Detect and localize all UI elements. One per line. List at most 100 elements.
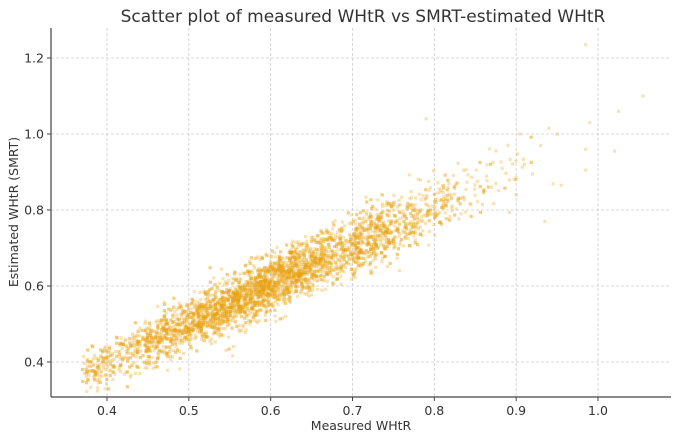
scatter-point xyxy=(378,212,382,216)
scatter-point xyxy=(267,296,271,300)
scatter-point xyxy=(321,268,325,272)
scatter-point xyxy=(309,240,313,244)
scatter-point xyxy=(265,276,269,280)
scatter-point xyxy=(143,343,147,347)
scatter-point xyxy=(216,311,220,315)
scatter-point xyxy=(289,250,293,255)
scatter-point xyxy=(320,247,324,251)
scatter-point xyxy=(349,235,353,239)
scatter-point xyxy=(281,283,286,288)
scatter-point xyxy=(379,211,383,215)
scatter-point xyxy=(220,305,224,309)
scatter-point xyxy=(145,336,149,340)
scatter-point xyxy=(319,256,323,260)
scatter-point xyxy=(245,291,249,295)
scatter-point xyxy=(220,321,224,325)
scatter-point xyxy=(319,278,323,282)
scatter-point xyxy=(258,284,262,288)
scatter-point xyxy=(193,323,197,327)
scatter-point xyxy=(278,317,282,321)
scatter-point xyxy=(175,317,179,321)
scatter-point xyxy=(240,307,244,312)
scatter-point xyxy=(259,302,264,306)
scatter-point xyxy=(316,241,320,245)
scatter-point xyxy=(255,281,259,286)
scatter-point xyxy=(301,248,305,252)
scatter-point xyxy=(225,288,229,292)
scatter-point xyxy=(286,286,290,290)
scatter-point xyxy=(304,265,308,269)
scatter-point xyxy=(173,342,177,346)
scatter-point xyxy=(188,332,192,336)
scatter-point xyxy=(455,181,459,185)
scatter-point xyxy=(180,339,184,343)
scatter-point xyxy=(206,320,210,324)
scatter-point xyxy=(446,199,450,203)
scatter-point xyxy=(233,286,237,290)
scatter-point xyxy=(166,332,170,336)
scatter-point xyxy=(333,261,338,265)
scatter-point xyxy=(149,340,153,344)
scatter-point xyxy=(281,273,285,277)
scatter-point xyxy=(145,346,149,350)
scatter-point xyxy=(115,336,119,340)
scatter-point xyxy=(386,213,390,217)
scatter-point xyxy=(205,310,209,314)
scatter-point xyxy=(186,311,190,315)
scatter-point xyxy=(219,322,223,326)
x-tick-label: 1.0 xyxy=(588,403,608,418)
scatter-point xyxy=(112,363,116,368)
scatter-point xyxy=(381,220,385,224)
scatter-point xyxy=(285,285,289,289)
scatter-point xyxy=(178,304,182,308)
scatter-point xyxy=(213,302,217,307)
scatter-point xyxy=(264,283,268,287)
scatter-point xyxy=(331,238,335,242)
scatter-point xyxy=(313,258,317,262)
scatter-point xyxy=(212,314,216,318)
scatter-point xyxy=(242,296,246,300)
scatter-point xyxy=(237,305,241,309)
scatter-point xyxy=(369,223,373,227)
scatter-point xyxy=(387,228,391,232)
scatter-point xyxy=(282,292,286,296)
scatter-point xyxy=(144,362,148,366)
scatter-point xyxy=(217,308,221,312)
scatter-point xyxy=(264,278,268,282)
scatter-point xyxy=(355,253,360,257)
scatter-point xyxy=(297,285,301,289)
scatter-point xyxy=(181,328,186,333)
scatter-point xyxy=(295,294,300,298)
scatter-point xyxy=(328,260,332,264)
scatter-point xyxy=(347,240,351,244)
scatter-point xyxy=(188,338,192,342)
scatter-point xyxy=(433,211,437,215)
scatter-point xyxy=(392,208,396,212)
scatter-point xyxy=(285,285,289,289)
scatter-point xyxy=(263,270,268,274)
scatter-point xyxy=(156,339,160,343)
scatter-point xyxy=(286,288,290,292)
scatter-point xyxy=(194,335,198,340)
scatter-point xyxy=(263,279,267,283)
scatter-point xyxy=(272,265,276,269)
scatter-point xyxy=(206,299,210,303)
scatter-point xyxy=(349,238,353,242)
scatter-point xyxy=(166,322,170,326)
scatter-point xyxy=(125,348,129,352)
scatter-point xyxy=(318,258,322,262)
scatter-point xyxy=(321,278,325,282)
scatter-point xyxy=(138,371,142,376)
scatter-point xyxy=(162,318,166,323)
scatter-point xyxy=(238,291,242,295)
scatter-point xyxy=(161,351,165,355)
scatter-point xyxy=(201,313,205,317)
scatter-point xyxy=(279,265,283,269)
scatter-point xyxy=(92,375,96,379)
scatter-point xyxy=(238,296,242,300)
scatter-point xyxy=(341,228,345,232)
scatter-point xyxy=(322,274,326,278)
scatter-point xyxy=(381,229,386,233)
scatter-point xyxy=(269,294,274,298)
scatter-point xyxy=(254,310,258,314)
